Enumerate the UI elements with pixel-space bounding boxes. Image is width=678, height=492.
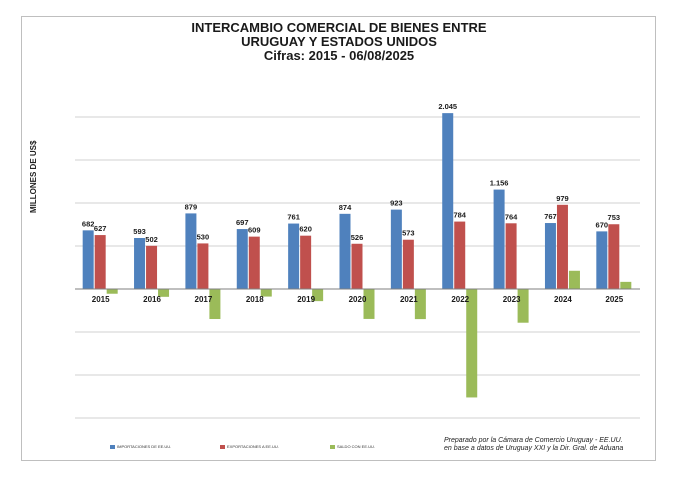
bar-balance xyxy=(106,289,118,294)
bar-exports xyxy=(197,243,209,289)
data-label: 593 xyxy=(133,227,146,236)
bar-balance xyxy=(209,289,221,320)
data-label: 874 xyxy=(339,203,352,212)
data-label: 609 xyxy=(248,226,261,235)
x-tick-label: 2020 xyxy=(349,295,367,304)
bar-exports xyxy=(351,243,363,289)
x-tick-label: 2024 xyxy=(554,295,572,304)
x-tick-label: 2025 xyxy=(605,295,623,304)
legend-label-imports: IMPORTACIONES DE EE.UU. xyxy=(117,444,172,449)
data-label: 979 xyxy=(556,194,569,203)
x-tick-label: 2021 xyxy=(400,295,418,304)
legend-label-exports: EXPORTACIONES A EE.UU. xyxy=(227,444,279,449)
source-credit: Preparado por la Cámara de Comercio Urug… xyxy=(444,437,623,453)
bar-imports xyxy=(493,189,505,289)
data-label: 697 xyxy=(236,218,249,227)
bar-balance xyxy=(466,289,478,398)
bar-exports xyxy=(248,236,260,289)
bar-imports xyxy=(390,209,402,289)
data-label: 682 xyxy=(82,219,95,228)
legend-swatch-exports xyxy=(220,444,225,449)
bar-exports xyxy=(454,221,466,289)
bar-imports xyxy=(339,213,351,289)
bar-imports xyxy=(236,229,248,289)
legend-item-balance: SALDO CON EE.UU. xyxy=(330,444,375,449)
chart-title: INTERCAMBIO COMERCIAL DE BIENES ENTRE UR… xyxy=(0,21,678,63)
bar-imports xyxy=(596,231,608,289)
data-label: 923 xyxy=(390,199,403,208)
bar-balance xyxy=(620,281,632,289)
data-label: 670 xyxy=(596,220,609,229)
data-label: 767 xyxy=(544,212,557,221)
data-label: 784 xyxy=(453,211,466,220)
bar-exports xyxy=(556,204,568,289)
data-label: 761 xyxy=(287,213,300,222)
bar-exports xyxy=(608,224,620,289)
bar-exports xyxy=(94,235,106,289)
bar-balance xyxy=(517,289,529,323)
legend-swatch-balance xyxy=(330,444,335,449)
x-tick-label: 2023 xyxy=(503,295,521,304)
chart-title-line-3: Cifras: 2015 - 06/08/2025 xyxy=(263,48,415,63)
bar-imports xyxy=(134,238,146,289)
source-credit-line-2: en base a datos de Uruguay XXI y la Dir.… xyxy=(444,445,624,452)
x-tick-label: 2018 xyxy=(246,295,264,304)
data-label: 526 xyxy=(351,233,364,242)
source-credit-line-1: Preparado por la Cámara de Comercio Urug… xyxy=(444,437,623,444)
data-label: 764 xyxy=(505,212,518,221)
data-label: 627 xyxy=(94,224,107,233)
bar-exports xyxy=(146,245,158,289)
data-label: 573 xyxy=(402,229,415,238)
chart-title-line-1: INTERCAMBIO COMERCIAL DE BIENES ENTRE xyxy=(191,20,487,35)
bar-exports xyxy=(505,223,517,289)
x-tick-label: 2015 xyxy=(92,295,110,304)
legend-swatch-imports xyxy=(110,444,115,449)
bar-balance xyxy=(568,270,580,289)
bar-balance xyxy=(312,289,324,302)
x-tick-label: 2019 xyxy=(297,295,315,304)
bar-imports xyxy=(185,213,197,289)
bar-exports xyxy=(402,239,414,289)
data-label: 530 xyxy=(197,232,210,241)
x-tick-label: 2022 xyxy=(451,295,469,304)
bar-imports xyxy=(544,223,556,289)
bar-imports xyxy=(288,223,300,289)
data-label: 1.156 xyxy=(490,179,509,188)
data-label: 879 xyxy=(185,202,198,211)
bar-balance xyxy=(363,289,375,319)
data-label: 620 xyxy=(299,225,312,234)
x-tick-label: 2017 xyxy=(195,295,213,304)
bar-imports xyxy=(82,230,94,289)
bar-balance xyxy=(414,289,426,320)
x-tick-label: 2016 xyxy=(143,295,161,304)
data-label: 2.045 xyxy=(438,102,457,111)
bar-imports xyxy=(442,113,454,289)
data-label: 502 xyxy=(145,235,158,244)
data-label: 753 xyxy=(608,213,621,222)
legend-item-exports: EXPORTACIONES A EE.UU. xyxy=(220,444,279,449)
legend-label-balance: SALDO CON EE.UU. xyxy=(337,444,376,449)
bar-exports xyxy=(300,235,312,289)
chart-title-line-2: URUGUAY Y ESTADOS UNIDOS xyxy=(241,34,437,49)
bar-balance xyxy=(260,289,272,297)
bar-balance xyxy=(158,289,170,297)
legend-item-imports: IMPORTACIONES DE EE.UU. xyxy=(110,444,171,449)
